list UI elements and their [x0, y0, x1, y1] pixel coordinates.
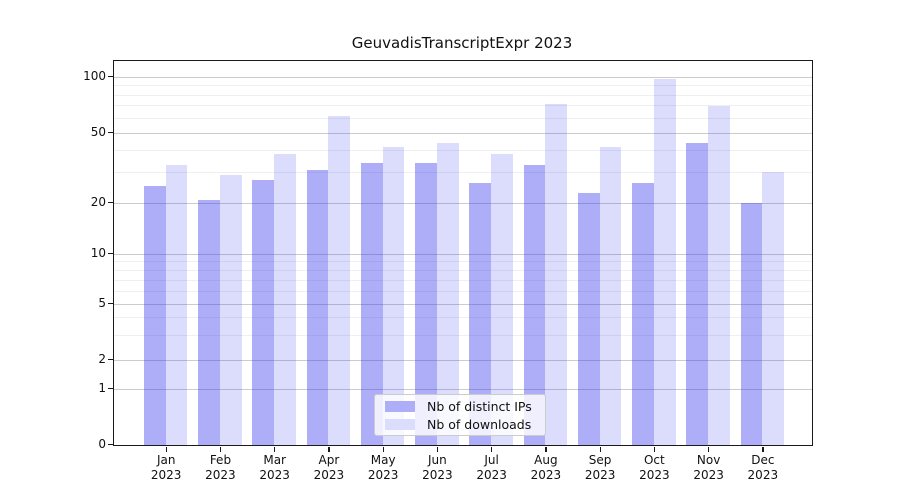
bar-nb-of-downloads-jun-2023 [436, 143, 459, 445]
x-tick-nov-2023 [708, 447, 710, 452]
x-tick-label-jul-2023: Jul 2023 [476, 453, 507, 482]
gridline-minor-70 [114, 105, 812, 107]
y-tick-2 [108, 358, 113, 360]
gridline-minor-40 [114, 149, 812, 151]
x-tick-feb-2023 [219, 447, 222, 452]
bar-nb-of-distinct-ips-dec-2023 [740, 203, 763, 445]
chart-title: GeuvadisTranscriptExpr 2023 [351, 34, 573, 52]
plot-area: Nb of distinct IPs Nb of downloads [113, 60, 813, 446]
y-tick-label-1: 1 [98, 381, 106, 396]
bar-nb-of-distinct-ips-jun-2023 [415, 162, 437, 445]
legend-item: Nb of distinct IPs [385, 399, 535, 414]
x-tick-label-mar-2023: Mar 2023 [259, 453, 290, 482]
bar-nb-of-distinct-ips-jan-2023 [144, 186, 166, 445]
y-tick-5 [108, 302, 113, 305]
bar-nb-of-downloads-dec-2023 [762, 172, 785, 445]
x-tick-dec-2023 [762, 447, 764, 452]
bar-nb-of-distinct-ips-nov-2023 [686, 143, 709, 445]
x-tick-oct-2023 [653, 447, 656, 452]
bar-nb-of-distinct-ips-jul-2023 [469, 183, 492, 445]
x-tick-label-nov-2023: Nov 2023 [693, 453, 724, 482]
bar-nb-of-downloads-jul-2023 [491, 154, 513, 445]
x-tick-label-apr-2023: Apr 2023 [313, 453, 345, 482]
gridline-minor-4 [114, 317, 812, 319]
x-tick-jan-2023 [165, 447, 167, 452]
x-tick-jun-2023 [436, 447, 439, 452]
y-tick-1 [108, 387, 113, 390]
x-tick-mar-2023 [274, 447, 276, 452]
gridline-major-1 [114, 388, 812, 390]
bar-nb-of-downloads-jan-2023 [165, 165, 188, 445]
gridline-minor-9 [114, 261, 812, 263]
y-tick-10 [108, 252, 113, 255]
gridline-minor-3 [114, 334, 812, 336]
x-tick-label-sep-2023: Sep 2023 [584, 453, 616, 482]
gridline-minor-90 [114, 85, 812, 87]
bar-nb-of-distinct-ips-aug-2023 [523, 165, 546, 445]
x-tick-label-dec-2023: Dec 2023 [747, 453, 779, 482]
bar-nb-of-downloads-aug-2023 [545, 103, 568, 445]
bar-nb-of-distinct-ips-apr-2023 [306, 169, 329, 445]
y-tick-label-0: 0 [98, 437, 106, 451]
bar-nb-of-distinct-ips-may-2023 [360, 162, 383, 445]
gridline-major-50 [114, 132, 812, 134]
bar-nb-of-distinct-ips-sep-2023 [577, 192, 600, 445]
gridline-minor-6 [114, 290, 812, 292]
bar-nb-of-downloads-sep-2023 [599, 146, 622, 445]
bar-nb-of-downloads-apr-2023 [328, 115, 351, 445]
bar-nb-of-downloads-nov-2023 [708, 105, 730, 445]
y-tick-label-10: 10 [90, 246, 106, 261]
x-tick-label-jan-2023: Jan 2023 [150, 453, 182, 482]
bar-nb-of-distinct-ips-mar-2023 [252, 180, 275, 445]
y-tick-0 [108, 443, 113, 445]
legend: Nb of distinct IPs Nb of downloads [374, 394, 546, 436]
gridline-minor-30 [114, 171, 812, 173]
x-tick-label-aug-2023: Aug 2023 [530, 453, 562, 482]
gridline-minor-60 [114, 117, 812, 119]
legend-swatch-downloads [385, 418, 415, 430]
x-tick-label-oct-2023: Oct 2023 [639, 453, 670, 482]
y-tick-label-20: 20 [90, 195, 106, 210]
gridline-major-5 [114, 303, 812, 305]
gridline-minor-7 [114, 279, 812, 281]
x-tick-aug-2023 [545, 447, 547, 452]
x-tick-sep-2023 [599, 447, 601, 452]
bar-nb-of-distinct-ips-feb-2023 [198, 199, 220, 445]
gridline-major-20 [114, 202, 812, 204]
bar-nb-of-downloads-mar-2023 [274, 154, 296, 445]
y-tick-label-100: 100 [83, 69, 106, 83]
y-tick-50 [108, 131, 113, 134]
y-tick-label-50: 50 [90, 125, 106, 140]
bars-layer [114, 61, 812, 445]
gridline-minor-8 [114, 269, 812, 271]
x-tick-apr-2023 [328, 447, 330, 452]
legend-label: Nb of downloads [427, 416, 532, 432]
y-tick-label-2: 2 [98, 352, 106, 366]
y-tick-100 [108, 75, 113, 77]
gridlines-layer [114, 61, 812, 445]
x-tick-label-may-2023: May 2023 [367, 453, 399, 482]
bar-nb-of-downloads-feb-2023 [219, 174, 242, 445]
x-tick-label-jun-2023: Jun 2023 [422, 453, 453, 482]
gridline-major-2 [114, 359, 812, 361]
y-tick-20 [108, 201, 113, 204]
y-tick-label-5: 5 [98, 296, 106, 311]
gridline-major-10 [114, 253, 812, 255]
bar-nb-of-downloads-oct-2023 [653, 79, 676, 445]
gridline-major-100 [114, 76, 812, 78]
legend-label: Nb of distinct IPs [427, 398, 532, 414]
legend-item: Nb of downloads [385, 417, 535, 432]
x-tick-jul-2023 [491, 447, 493, 452]
x-tick-label-feb-2023: Feb 2023 [205, 453, 236, 482]
bar-nb-of-distinct-ips-oct-2023 [632, 183, 654, 445]
legend-swatch-distinct-ips [385, 400, 415, 412]
bar-nb-of-downloads-may-2023 [382, 146, 405, 445]
x-tick-may-2023 [382, 447, 384, 452]
gridline-minor-80 [114, 94, 812, 96]
